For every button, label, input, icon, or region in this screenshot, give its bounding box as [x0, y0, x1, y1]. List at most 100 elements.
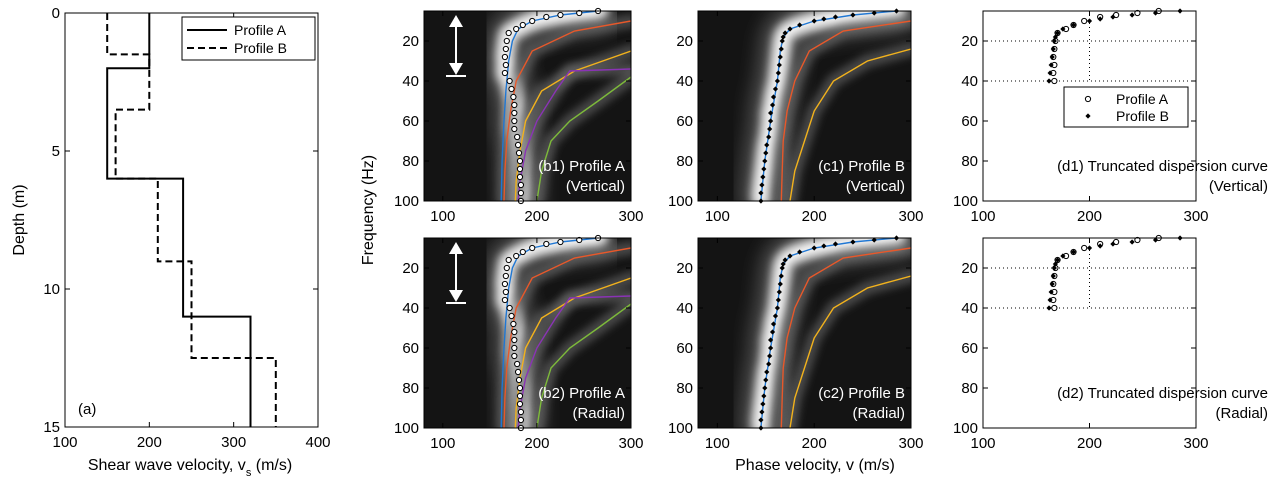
data-point — [529, 244, 536, 252]
data-point — [775, 70, 781, 76]
panel-c2: 100 200 300 20 40 60 80 100 (c2) Profile B (Radia… — [668, 235, 924, 452]
panel-b1: 100 200 300 20 40 60 80 100 (b1) Profile A (Verti… — [394, 7, 644, 225]
data-point — [506, 304, 513, 312]
data-point — [1129, 12, 1135, 18]
y-tick-label: 100 — [953, 420, 978, 437]
data-point — [767, 353, 773, 359]
y-tick-label: 80 — [402, 153, 419, 170]
data-point — [510, 93, 517, 101]
data-point — [768, 337, 774, 343]
frequency-axis-label: Frequency (Hz) — [360, 155, 377, 265]
y-tick-label: 60 — [961, 340, 978, 357]
panel-label: (d2) Truncated dispersion curve — [1057, 385, 1268, 402]
x-tick-label: 100 — [970, 435, 995, 452]
y-tick-label: 40 — [402, 73, 419, 90]
data-point — [511, 328, 518, 336]
x-tick-label: 300 — [618, 208, 643, 225]
mode-curve-0 — [760, 238, 897, 428]
data-point — [763, 377, 769, 383]
axes-frame-c2 — [697, 237, 912, 429]
data-point — [1129, 239, 1135, 245]
x-tick-label: 300 — [1183, 208, 1208, 225]
legend-label: Profile B — [1116, 108, 1169, 124]
data-point — [517, 189, 525, 197]
data-point — [510, 320, 517, 328]
data-point — [778, 273, 784, 279]
y-tick-label: 40 — [402, 300, 419, 317]
y-tick-label: 20 — [676, 260, 693, 277]
data-point — [1097, 16, 1103, 22]
data-point — [516, 157, 524, 165]
data-point — [1110, 14, 1116, 20]
data-point — [543, 13, 550, 21]
data-point — [1054, 30, 1061, 36]
panel-label: (c1) Profile B — [818, 158, 905, 175]
data-point — [1046, 305, 1052, 311]
data-point — [797, 249, 803, 255]
y-axis-label: Depth (m) — [11, 184, 28, 255]
plot-background — [65, 13, 318, 427]
data-point — [1081, 244, 1088, 252]
data-point — [777, 281, 783, 287]
data-point — [517, 416, 525, 424]
data-point — [1050, 46, 1056, 52]
y-tick-label: 60 — [402, 113, 419, 130]
data-point — [774, 305, 780, 311]
data-point — [514, 141, 522, 149]
data-point — [780, 261, 786, 267]
y-tick-label: 40 — [961, 73, 978, 90]
data-point — [811, 245, 817, 251]
x-tick-label: 300 — [898, 208, 923, 225]
data-point — [557, 11, 564, 19]
phase-velocity-axis-label: Phase velocity, v (m/s) — [735, 457, 895, 474]
data-point — [1152, 237, 1159, 243]
data-point — [1086, 18, 1093, 24]
data-point — [516, 392, 524, 400]
data-point — [516, 384, 524, 392]
profile-line-b — [106, 13, 277, 427]
data-point — [776, 62, 782, 68]
data-point — [832, 14, 839, 20]
data-point — [1051, 77, 1058, 85]
data-point — [778, 46, 784, 52]
mode-curve-2 — [789, 275, 911, 428]
data-point — [576, 236, 583, 244]
y-tick-label: 60 — [402, 340, 419, 357]
x-tick-label: 100 — [52, 434, 77, 451]
data-point — [515, 149, 523, 157]
data-point — [502, 61, 509, 69]
y-tick-label: 60 — [676, 113, 693, 130]
legend-box — [1063, 86, 1189, 128]
mode-curve-4 — [536, 76, 631, 201]
y-tick-label: 60 — [676, 340, 693, 357]
y-tick-label: 20 — [402, 260, 419, 277]
data-point — [502, 272, 509, 280]
x-tick-label: 100 — [430, 435, 455, 452]
data-point — [767, 126, 773, 132]
mode-curve-0 — [760, 11, 897, 201]
data-point — [850, 12, 856, 18]
data-point — [761, 393, 767, 399]
data-point — [760, 174, 766, 180]
x-tick-label: 100 — [430, 208, 455, 225]
data-point — [1110, 241, 1116, 247]
data-point — [758, 190, 764, 196]
data-point — [764, 142, 770, 148]
data-point — [502, 45, 509, 53]
data-point — [514, 368, 522, 376]
data-point — [766, 134, 772, 140]
x-tick-label: 400 — [305, 434, 330, 451]
data-point — [780, 34, 786, 40]
data-point — [1049, 54, 1055, 60]
data-point — [516, 400, 524, 408]
data-point — [762, 158, 768, 164]
data-point — [787, 253, 793, 259]
data-point — [1052, 34, 1059, 40]
x-tick-label: 300 — [898, 435, 923, 452]
y-tick-label: 40 — [676, 300, 693, 317]
panel-label-sub: (Vertical) — [1209, 178, 1268, 195]
data-point — [777, 54, 783, 60]
x-tick-label: 100 — [705, 435, 730, 452]
data-point — [519, 21, 526, 29]
